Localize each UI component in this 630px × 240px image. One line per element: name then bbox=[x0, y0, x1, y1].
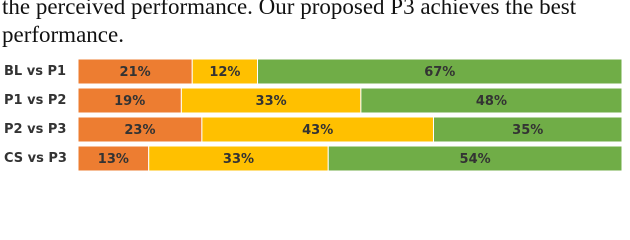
chart: BL vs P1 21% 12% 67% P1 vs P2 19% 33% 48% P2 vs … bbox=[4, 58, 623, 172]
value-label: 54% bbox=[460, 152, 491, 167]
value-label: 19% bbox=[114, 94, 145, 109]
bar-segment bbox=[257, 58, 623, 85]
value-label: 67% bbox=[424, 65, 455, 80]
value-label: 35% bbox=[512, 123, 543, 138]
bar-segment bbox=[180, 87, 362, 114]
category-label: P1 vs P2 bbox=[4, 93, 66, 108]
bar-segment bbox=[77, 145, 150, 172]
value-label: 12% bbox=[209, 65, 240, 80]
bar-segment bbox=[327, 145, 623, 172]
value-label: 43% bbox=[302, 123, 333, 138]
value-label: 33% bbox=[223, 152, 254, 167]
category-label: BL vs P1 bbox=[4, 64, 66, 79]
bar-segment bbox=[360, 87, 623, 114]
bar-segment bbox=[201, 116, 434, 143]
value-label: 21% bbox=[120, 65, 151, 80]
page: the perceived performance. Our proposed … bbox=[2, 0, 623, 172]
paragraph-line: performance. bbox=[2, 22, 124, 47]
value-label: 33% bbox=[256, 94, 287, 109]
value-label: 13% bbox=[98, 152, 129, 167]
bar-segment bbox=[77, 58, 193, 85]
bar-segment bbox=[432, 116, 623, 143]
bar-segment bbox=[77, 116, 203, 143]
bar-segment bbox=[191, 58, 259, 85]
paragraph-line: the perceived performance. Our proposed … bbox=[2, 0, 577, 19]
category-label: CS vs P3 bbox=[4, 151, 67, 166]
value-label: 23% bbox=[124, 123, 155, 138]
category-label: P2 vs P3 bbox=[4, 122, 66, 137]
value-label: 48% bbox=[476, 94, 507, 109]
